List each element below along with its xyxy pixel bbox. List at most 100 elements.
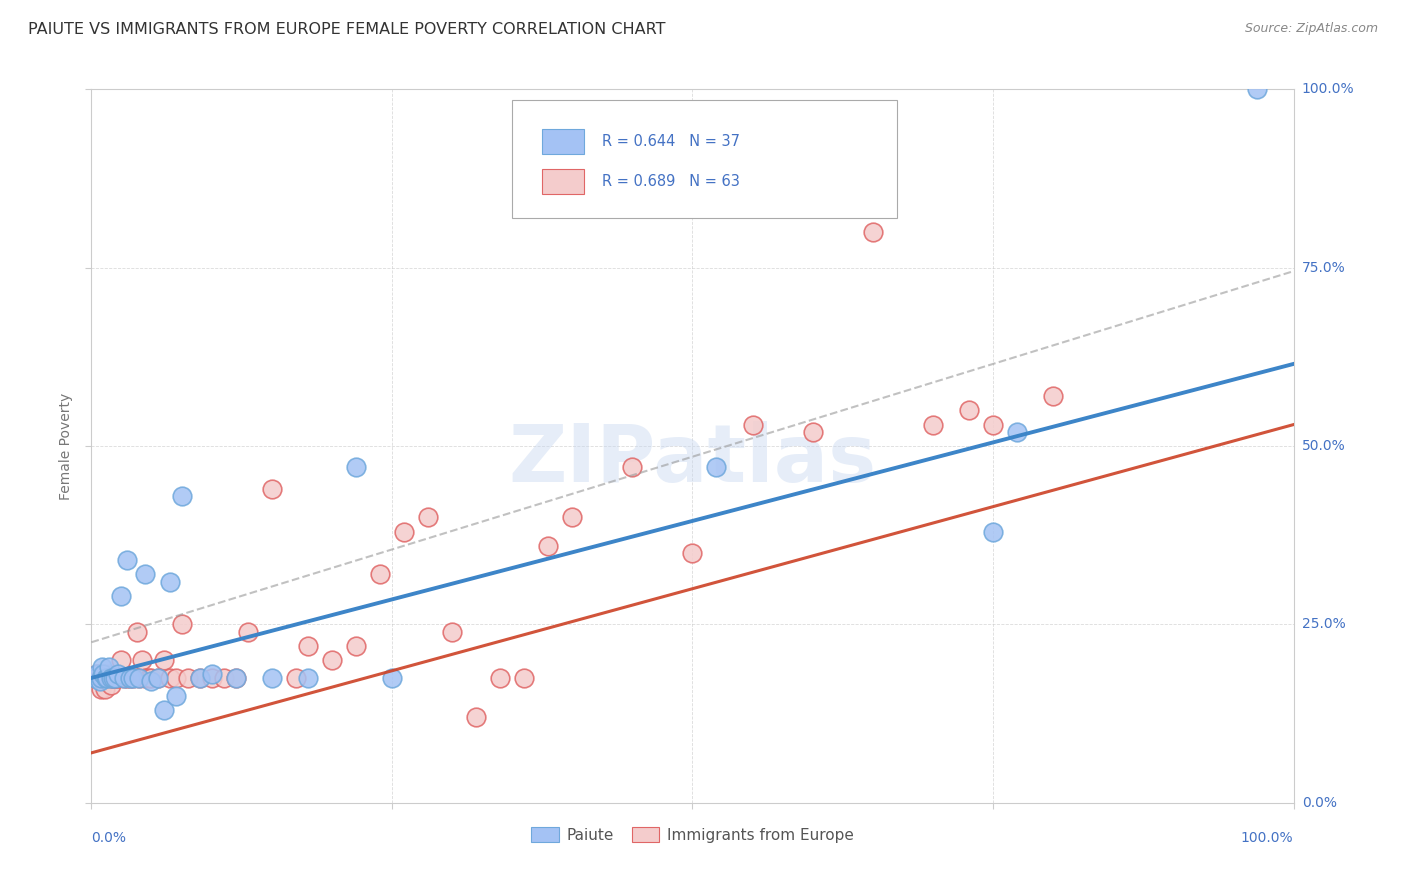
Point (1246, 82, 1268, 96)
Point (236, 624, 259, 639)
Point (212, 671, 235, 685)
Point (981, 524, 1004, 539)
Point (91, 660, 114, 674)
Point (159, 574, 181, 589)
Text: 75.0%: 75.0% (1302, 260, 1346, 275)
Point (100, 671, 122, 685)
Point (86, 667, 108, 681)
Point (176, 671, 198, 685)
Point (381, 671, 404, 685)
Point (118, 671, 141, 685)
Point (96, 667, 118, 681)
Point (110, 589, 132, 603)
Point (368, 567, 391, 582)
Point (112, 671, 135, 685)
Point (93, 671, 115, 685)
Point (165, 671, 187, 685)
Point (98, 660, 121, 674)
Point (104, 671, 127, 685)
Point (96, 671, 118, 685)
Y-axis label: Female Poverty: Female Poverty (59, 392, 73, 500)
Point (344, 460, 367, 475)
Point (165, 689, 187, 703)
Point (201, 671, 224, 685)
Point (122, 671, 145, 685)
Point (152, 653, 174, 667)
Point (107, 671, 129, 685)
Point (225, 671, 247, 685)
Point (392, 524, 415, 539)
Point (118, 671, 141, 685)
Point (706, 460, 728, 475)
Point (103, 671, 125, 685)
Text: Source: ZipAtlas.com: Source: ZipAtlas.com (1244, 22, 1378, 36)
Text: R = 0.644   N = 37: R = 0.644 N = 37 (602, 134, 741, 149)
Point (98, 671, 121, 685)
Point (513, 671, 536, 685)
Point (981, 417, 1004, 432)
Text: ZIPatlas: ZIPatlas (509, 421, 876, 500)
Point (170, 489, 193, 503)
Point (91, 671, 114, 685)
Point (561, 510, 583, 524)
Point (90, 671, 112, 685)
Point (101, 671, 124, 685)
Point (741, 417, 763, 432)
Point (89, 674, 111, 689)
FancyBboxPatch shape (543, 128, 585, 153)
Legend: Paiute, Immigrants from Europe: Paiute, Immigrants from Europe (524, 821, 860, 848)
Point (93, 681, 115, 696)
Point (489, 671, 512, 685)
Point (94, 671, 117, 685)
Point (621, 460, 644, 475)
Point (862, 225, 884, 239)
Text: R = 0.689   N = 63: R = 0.689 N = 63 (602, 175, 740, 189)
Point (957, 403, 980, 417)
Point (131, 653, 153, 667)
Point (125, 624, 148, 639)
Point (297, 671, 319, 685)
FancyBboxPatch shape (543, 169, 585, 194)
Point (134, 567, 156, 582)
Point (84, 671, 107, 685)
Point (188, 671, 211, 685)
Text: 0.0%: 0.0% (91, 831, 127, 846)
Point (188, 671, 211, 685)
Point (260, 671, 283, 685)
Point (117, 671, 139, 685)
Point (117, 553, 139, 567)
Point (101, 671, 124, 685)
Point (201, 667, 224, 681)
Point (225, 671, 247, 685)
Point (84, 671, 107, 685)
Point (344, 639, 367, 653)
Point (134, 671, 156, 685)
Text: 50.0%: 50.0% (1302, 439, 1346, 453)
Point (128, 671, 150, 685)
Point (922, 417, 945, 432)
Point (465, 710, 488, 724)
Point (1005, 425, 1028, 439)
Point (100, 678, 122, 692)
Point (297, 639, 319, 653)
Point (101, 671, 124, 685)
Point (416, 510, 439, 524)
Point (801, 425, 824, 439)
Point (284, 671, 307, 685)
Point (170, 617, 193, 632)
Point (681, 546, 703, 560)
Point (112, 671, 135, 685)
Text: 100.0%: 100.0% (1302, 82, 1354, 96)
Point (104, 671, 127, 685)
Point (537, 539, 560, 553)
Point (93, 667, 115, 681)
Point (321, 653, 343, 667)
Point (1042, 389, 1064, 403)
Text: 0.0%: 0.0% (1302, 796, 1337, 810)
Point (260, 482, 283, 496)
Point (440, 624, 463, 639)
Point (94, 671, 117, 685)
Point (97, 671, 120, 685)
Point (152, 703, 174, 717)
Point (159, 671, 181, 685)
